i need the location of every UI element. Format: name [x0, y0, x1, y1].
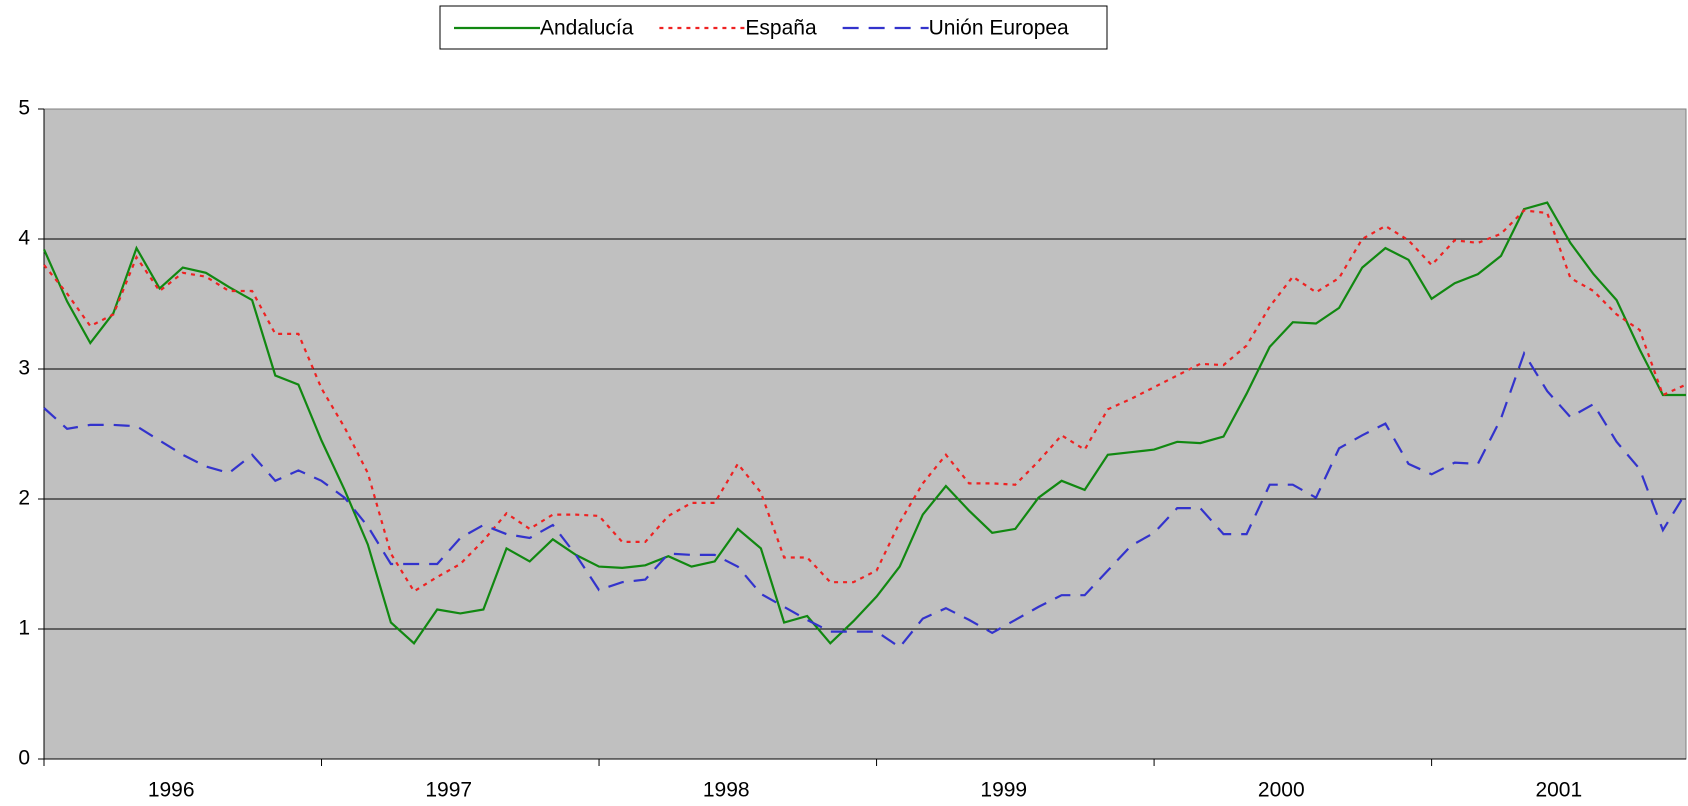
legend — [439, 5, 1108, 50]
y-tick-label: 0 — [18, 747, 30, 770]
x-tick-label: 1999 — [980, 779, 1027, 802]
plot-area — [43, 108, 1687, 760]
series-line — [43, 350, 1687, 649]
y-tick-label: 2 — [18, 487, 30, 510]
series-line — [43, 209, 1687, 593]
legend-label: España — [745, 17, 817, 40]
y-tick-label: 5 — [18, 97, 30, 120]
y-tick-label: 4 — [18, 227, 30, 250]
x-tick-label: 1998 — [703, 779, 750, 802]
y-tick-label: 3 — [18, 357, 30, 380]
legend-label: Unión Europea — [929, 17, 1069, 40]
x-tick-label: 2001 — [1535, 779, 1582, 802]
y-tick-label: 1 — [18, 617, 30, 640]
x-tick-label: 1996 — [148, 779, 195, 802]
legend-label: Andalucía — [540, 17, 634, 40]
x-tick-label: 1997 — [425, 779, 472, 802]
x-tick-label: 2000 — [1258, 779, 1305, 802]
series-line — [42, 201, 1686, 645]
